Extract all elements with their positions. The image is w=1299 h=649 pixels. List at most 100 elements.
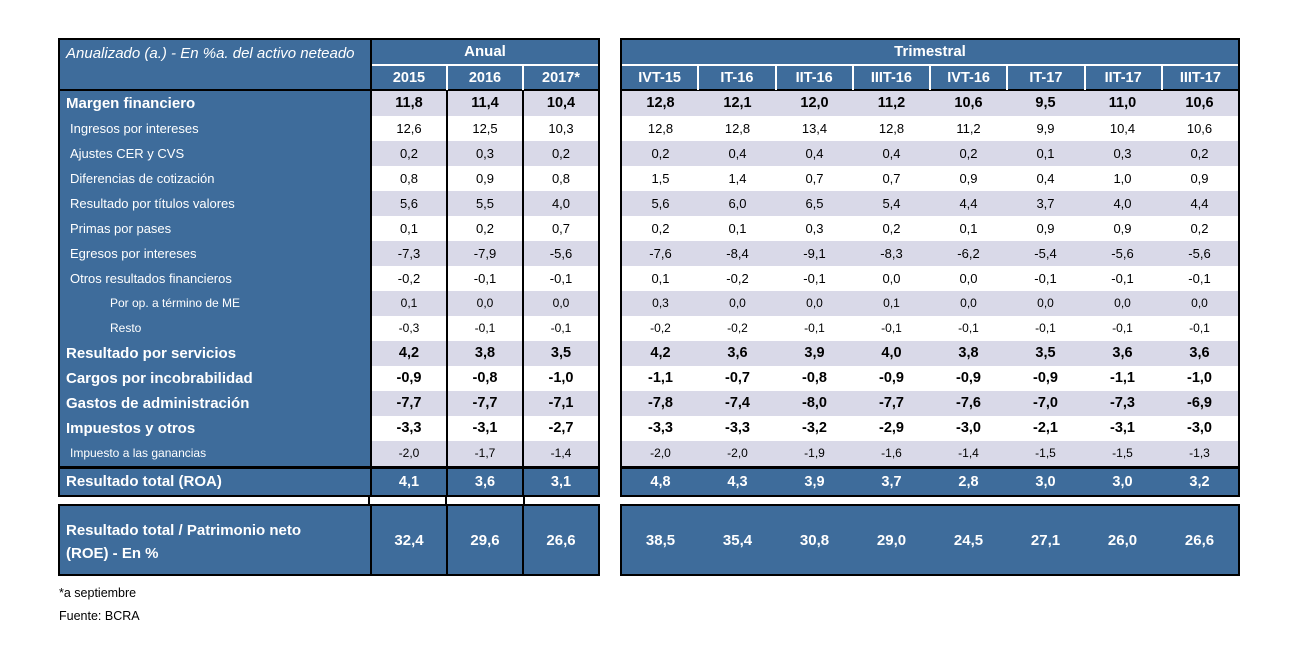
value-cell: 5,4 bbox=[853, 191, 930, 216]
value-cell: -7,7 bbox=[853, 391, 930, 416]
value-cell: -7,9 bbox=[446, 241, 522, 266]
roe-row-trimestral: 38,5 35,4 30,8 29,0 24,5 27,1 26,0 26,6 bbox=[620, 504, 1240, 576]
value-cell: 0,2 bbox=[446, 216, 522, 241]
table-row: 0,2 0,4 0,4 0,4 0,2 0,1 0,3 0,2 bbox=[622, 141, 1238, 166]
value-cell: 4,4 bbox=[930, 191, 1007, 216]
value-cell: -1,5 bbox=[1084, 441, 1161, 466]
value-cell: 0,0 bbox=[959, 271, 978, 286]
value-cell: 11,2 bbox=[956, 121, 981, 136]
value-cell: 12,1 bbox=[699, 91, 776, 116]
table-gap bbox=[620, 497, 1240, 504]
anual-section: Anualizado (a.) - En %a. del activo nete… bbox=[58, 38, 600, 576]
gap-spacer bbox=[445, 497, 522, 504]
anual-table-header: Anualizado (a.) - En %a. del activo nete… bbox=[60, 40, 598, 91]
financial-table: Anualizado (a.) - En %a. del activo nete… bbox=[58, 38, 1240, 576]
gap-spacer bbox=[370, 497, 445, 504]
value-cell: -0,1 bbox=[522, 316, 598, 341]
value-cell: 3,2 bbox=[1189, 474, 1210, 490]
value-cell: -2,0 bbox=[699, 441, 776, 466]
value-cell: -1,1 bbox=[1110, 370, 1135, 386]
table-row: Impuesto a las ganancias -2,0 -1,7 -1,4 bbox=[60, 441, 598, 466]
value-cell: 4,3 bbox=[727, 474, 748, 490]
value-cell: 3,6 bbox=[1084, 341, 1161, 366]
value-cell: 0,9 bbox=[446, 166, 522, 191]
value-cell: -7,1 bbox=[522, 391, 598, 416]
value-cell: -9,1 bbox=[776, 241, 853, 266]
value-cell: 12,6 bbox=[396, 121, 422, 136]
value-cell: 10,3 bbox=[522, 116, 598, 141]
value-cell: 4,8 bbox=[650, 474, 671, 490]
value-cell: 9,9 bbox=[1036, 121, 1055, 136]
value-cell: 3,8 bbox=[446, 341, 522, 366]
value-cell: 3,6 bbox=[1161, 341, 1238, 366]
value-cell: -3,2 bbox=[802, 420, 827, 436]
value-cell: 5,6 bbox=[622, 191, 699, 216]
row-label: Diferencias de cotización bbox=[60, 166, 372, 191]
value-cell: 26,6 bbox=[522, 506, 598, 574]
roe-row-anual: Resultado total / Patrimonio neto (ROE) … bbox=[58, 504, 600, 576]
value-cell: 4,0 bbox=[853, 341, 930, 366]
value-cell: 0,2 bbox=[1161, 141, 1238, 166]
trimestral-table-body: 12,8 12,1 12,0 11,2 10,6 9,5 11,0 10,6 12,8 12,8 1… bbox=[622, 91, 1238, 495]
quarter-column-header: IIIT-16 bbox=[851, 66, 929, 90]
value-cell: 0,1 bbox=[728, 221, 747, 236]
value-cell: -0,1 bbox=[446, 266, 522, 291]
value-cell: 10,4 bbox=[1109, 121, 1136, 136]
value-cell: -0,1 bbox=[804, 321, 825, 335]
value-cell: -1,0 bbox=[1187, 370, 1212, 386]
footnotes: *a septiembre Fuente: BCRA bbox=[59, 582, 140, 628]
quarter-column-header: IT-16 bbox=[697, 66, 774, 90]
value-cell: -1,9 bbox=[776, 441, 853, 466]
value-cell: 0,9 bbox=[1113, 221, 1132, 236]
value-cell: 6,5 bbox=[776, 191, 853, 216]
value-cell: 11,4 bbox=[446, 91, 522, 116]
value-cell: 5,6 bbox=[372, 191, 446, 216]
value-cell: 10,6 bbox=[930, 91, 1007, 116]
value-cell: -0,8 bbox=[802, 370, 827, 386]
value-cell: 3,5 bbox=[522, 341, 598, 366]
value-cell: -1,1 bbox=[648, 370, 673, 386]
value-cell: 1,0 bbox=[1113, 171, 1132, 186]
value-cell: 3,9 bbox=[804, 474, 825, 490]
table-row: 12,8 12,1 12,0 11,2 10,6 9,5 11,0 10,6 bbox=[622, 91, 1238, 116]
value-cell: -3,0 bbox=[956, 420, 981, 436]
table-row: Resultado por títulos valores 5,6 5,5 4,0 bbox=[60, 191, 598, 216]
anual-table-body: Margen financiero 11,8 11,4 10,4 Ingresos po… bbox=[60, 91, 598, 495]
table-row: 12,8 12,8 13,4 12,8 11,2 9,9 10,4 10,6 bbox=[622, 116, 1238, 141]
value-cell: -1,0 bbox=[522, 366, 598, 391]
value-cell: 0,8 bbox=[399, 171, 419, 186]
value-cell: -0,2 bbox=[397, 271, 421, 286]
value-cell: 3,7 bbox=[1007, 191, 1084, 216]
table-row: Por op. a término de ME 0,1 0,0 0,0 bbox=[60, 291, 598, 316]
value-cell: 3,0 bbox=[1035, 474, 1056, 490]
value-cell: 0,0 bbox=[699, 291, 776, 316]
value-cell: -7,6 bbox=[930, 391, 1007, 416]
roe-trimestral-values: 38,5 35,4 30,8 29,0 24,5 27,1 26,0 26,6 bbox=[622, 506, 1238, 574]
table-row: 1,5 1,4 0,7 0,7 0,9 0,4 1,0 0,9 bbox=[622, 166, 1238, 191]
value-cell: 0,4 bbox=[699, 141, 776, 166]
value-cell: 13,4 bbox=[801, 121, 828, 136]
value-cell: 24,5 bbox=[953, 531, 984, 549]
value-cell: 26,6 bbox=[1184, 531, 1215, 549]
value-cell: -0,9 bbox=[956, 370, 981, 386]
value-cell: 0,7 bbox=[882, 171, 901, 186]
value-cell: 3,7 bbox=[881, 474, 902, 490]
value-cell: 3,1 bbox=[522, 469, 598, 495]
value-cell: 0,8 bbox=[522, 166, 598, 191]
value-cell: -1,4 bbox=[522, 441, 598, 466]
row-label: Por op. a término de ME bbox=[60, 291, 372, 316]
value-cell: 26,0 bbox=[1107, 531, 1138, 549]
roe-label: Resultado total / Patrimonio neto (ROE) … bbox=[60, 506, 372, 574]
quarter-column-header: IT-17 bbox=[1006, 66, 1083, 90]
table-row: Gastos de administración -7,7 -7,7 -7,1 bbox=[60, 391, 598, 416]
value-cell: -3,1 bbox=[1110, 420, 1135, 436]
value-cell: 0,1 bbox=[959, 221, 978, 236]
table-row: 0,3 0,0 0,0 0,1 0,0 0,0 0,0 0,0 bbox=[622, 291, 1238, 316]
value-cell: 12,0 bbox=[776, 91, 853, 116]
value-cell: 38,5 bbox=[645, 531, 676, 549]
value-cell: 3,6 bbox=[446, 469, 522, 495]
value-cell: 6,0 bbox=[699, 191, 776, 216]
value-cell: -3,3 bbox=[648, 420, 673, 436]
value-cell: -3,3 bbox=[725, 420, 750, 436]
table-row: -3,3 -3,3 -3,2 -2,9 -3,0 -2,1 -3,1 -3,0 bbox=[622, 416, 1238, 441]
